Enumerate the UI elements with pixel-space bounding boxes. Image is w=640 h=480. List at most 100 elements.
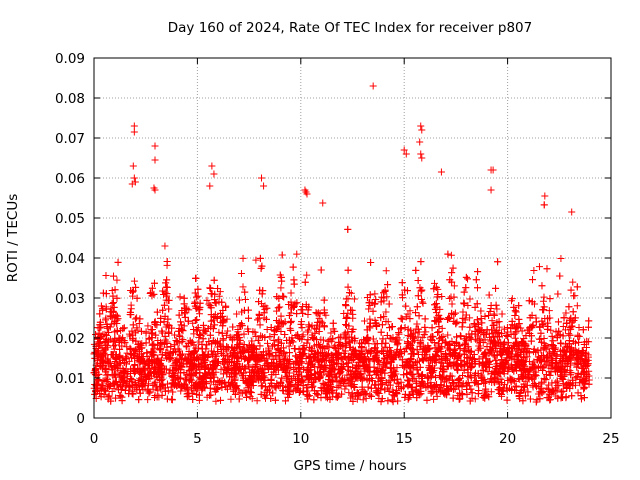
- data-point: [538, 320, 546, 328]
- data-point: [263, 386, 271, 394]
- data-point: [360, 387, 368, 395]
- data-point: [135, 320, 143, 328]
- data-point: [474, 268, 482, 276]
- data-point: [519, 397, 527, 405]
- data-point: [530, 266, 538, 274]
- data-point: [196, 330, 204, 338]
- data-point: [321, 309, 329, 317]
- data-point: [172, 357, 180, 365]
- data-point: [522, 342, 530, 350]
- data-point: [398, 291, 406, 299]
- data-point: [447, 251, 455, 259]
- data-point: [184, 356, 192, 364]
- data-point: [341, 329, 349, 337]
- data-point: [256, 321, 264, 329]
- data-point: [529, 381, 537, 389]
- data-point: [111, 286, 119, 294]
- data-point: [487, 388, 495, 396]
- data-point: [157, 314, 165, 322]
- data-point: [512, 329, 520, 337]
- data-point: [159, 287, 167, 295]
- data-point: [540, 375, 548, 383]
- data-point: [102, 271, 110, 279]
- data-point: [460, 300, 468, 308]
- data-point: [461, 340, 469, 348]
- data-point: [358, 383, 366, 391]
- data-point: [503, 323, 511, 331]
- data-point: [207, 284, 215, 292]
- data-point: [460, 366, 468, 374]
- data-point: [443, 374, 451, 382]
- data-point: [415, 357, 423, 365]
- data-point: [248, 395, 256, 403]
- data-point: [499, 359, 507, 367]
- data-point: [439, 333, 447, 341]
- data-point: [144, 396, 152, 404]
- data-point: [292, 386, 300, 394]
- data-point: [468, 389, 476, 397]
- data-point: [438, 292, 446, 300]
- data-point: [473, 316, 481, 324]
- data-point: [257, 332, 265, 340]
- data-point: [201, 326, 209, 334]
- data-point: [562, 309, 570, 317]
- data-point: [459, 371, 467, 379]
- data-point: [382, 339, 390, 347]
- data-point: [459, 308, 467, 316]
- data-point: [160, 290, 168, 298]
- data-point: [298, 324, 306, 332]
- data-point: [252, 332, 260, 340]
- data-point: [419, 299, 427, 307]
- data-point: [286, 379, 294, 387]
- data-point: [466, 397, 474, 405]
- data-point: [454, 366, 462, 374]
- data-point: [305, 321, 313, 329]
- data-point: [392, 351, 400, 359]
- data-point: [530, 372, 538, 380]
- data-point: [387, 347, 395, 355]
- data-point: [293, 250, 301, 258]
- data-point: [526, 395, 534, 403]
- data-point: [175, 311, 183, 319]
- data-point: [113, 276, 121, 284]
- data-point: [497, 375, 505, 383]
- data-point: [336, 377, 344, 385]
- data-point: [466, 323, 474, 331]
- data-point: [287, 319, 295, 327]
- data-point: [308, 322, 316, 330]
- data-point: [133, 314, 141, 322]
- data-point: [135, 396, 143, 404]
- data-point: [277, 378, 285, 386]
- data-point: [293, 310, 301, 318]
- data-point: [464, 301, 472, 309]
- data-point: [380, 313, 388, 321]
- data-point: [437, 381, 445, 389]
- data-point: [475, 337, 483, 345]
- data-point: [490, 378, 498, 386]
- data-point: [377, 328, 385, 336]
- data-point: [182, 376, 190, 384]
- data-point: [262, 360, 270, 368]
- data-point: [292, 331, 300, 339]
- data-point: [181, 374, 189, 382]
- data-point: [349, 363, 357, 371]
- data-point: [372, 295, 380, 303]
- data-point: [240, 352, 248, 360]
- data-point: [529, 375, 537, 383]
- data-point: [381, 287, 389, 295]
- data-point: [153, 308, 161, 316]
- data-point: [246, 371, 254, 379]
- data-point: [239, 254, 247, 262]
- data-point: [471, 321, 479, 329]
- data-point: [530, 345, 538, 353]
- data-point: [218, 329, 226, 337]
- data-point: [237, 348, 245, 356]
- data-point: [423, 396, 431, 404]
- data-point: [160, 301, 168, 309]
- data-point: [479, 353, 487, 361]
- data-point: [262, 315, 270, 323]
- data-point: [462, 311, 470, 319]
- data-point: [394, 397, 402, 405]
- data-point: [253, 397, 261, 405]
- data-point: [385, 387, 393, 395]
